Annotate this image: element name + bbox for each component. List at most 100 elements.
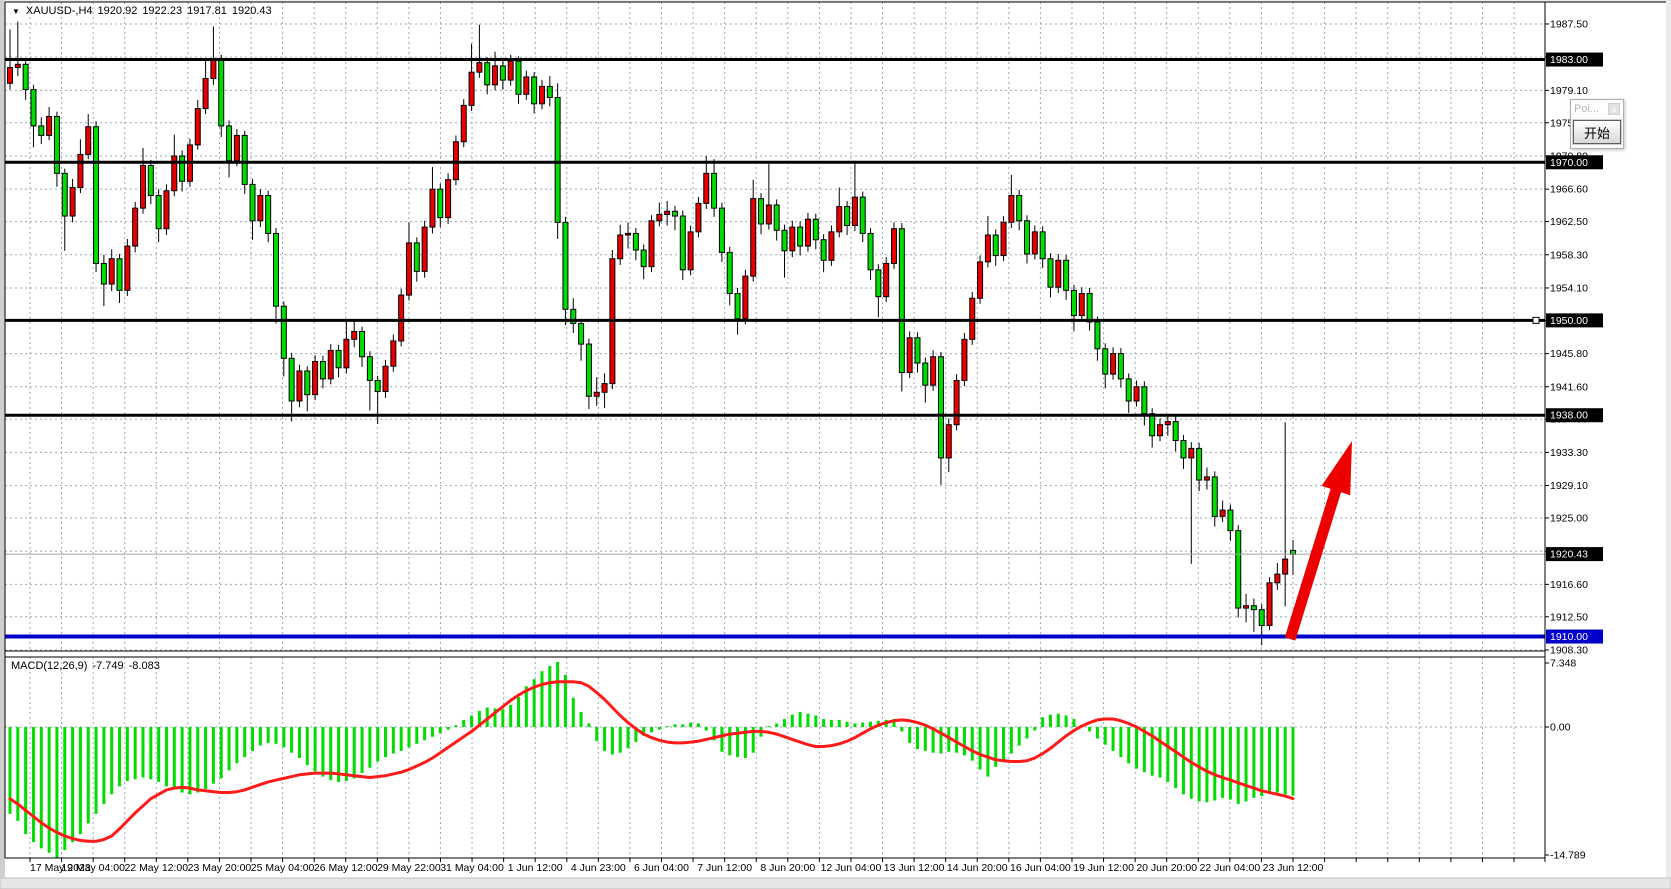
start-button[interactable]: 开始 — [1573, 120, 1621, 144]
macd-bar — [125, 727, 129, 782]
candle-body — [468, 71, 475, 106]
candle-body — [499, 65, 506, 81]
candle-body — [640, 249, 647, 268]
macd-bar — [939, 727, 943, 754]
price-tick-label: 1912.50 — [1550, 611, 1588, 623]
macd-bar — [563, 674, 567, 727]
macd-bar — [1056, 713, 1060, 727]
macd-bar — [258, 727, 262, 746]
macd-bar — [321, 727, 325, 777]
candle-body — [194, 108, 201, 146]
line-handle[interactable] — [1532, 316, 1540, 324]
macd-bar — [94, 727, 98, 814]
candle-body — [413, 242, 420, 272]
candle-body — [14, 63, 21, 68]
macd-bar — [579, 711, 583, 727]
indicator-name: MACD(12,26,9) — [11, 660, 88, 672]
candle-body — [484, 62, 491, 86]
price-badge-label: 1983.00 — [1550, 54, 1588, 66]
candle-body — [867, 232, 874, 271]
macd-bar — [861, 722, 865, 727]
candle-body — [711, 172, 718, 209]
candle-body — [1086, 293, 1093, 323]
candle-body — [734, 293, 741, 320]
macd-bar — [618, 727, 622, 753]
candle-body — [1243, 605, 1250, 609]
macd-bar — [1205, 727, 1209, 803]
trend-arrow[interactable] — [1284, 441, 1352, 641]
date-tick-label: 13 Jun 12:00 — [884, 862, 945, 874]
macd-bar — [1041, 717, 1045, 727]
macd-bar — [962, 727, 966, 756]
candle-body — [343, 338, 350, 369]
price-tick-label: 1933.30 — [1550, 447, 1588, 459]
candle-body — [226, 125, 233, 162]
close-icon[interactable]: x — [1608, 102, 1620, 115]
macd-bar — [8, 727, 12, 814]
macd-bar — [344, 727, 348, 782]
macd-bar — [470, 715, 474, 727]
macd-bar — [337, 727, 341, 782]
macd-bar — [853, 723, 857, 727]
candle-body — [859, 196, 866, 234]
macd-bar — [650, 727, 653, 733]
candle-body — [773, 204, 780, 231]
candle-body — [781, 229, 788, 252]
macd-bar — [31, 727, 35, 843]
candle-body — [836, 206, 843, 233]
candle-body — [1282, 558, 1289, 575]
chevron-down-icon[interactable]: ▼ — [12, 7, 20, 16]
chart-background — [5, 2, 1666, 878]
indicator-value: -7.749 — [92, 660, 124, 672]
price-tick-label: 1966.60 — [1550, 184, 1588, 196]
price-badge — [1546, 408, 1603, 423]
candle-body — [1070, 289, 1077, 317]
date-tick-label: 6 Jun 04:00 — [634, 862, 689, 874]
candle-body — [797, 226, 804, 247]
macd-bar — [227, 727, 231, 771]
macd-bar — [704, 727, 708, 731]
macd-bar — [642, 727, 646, 736]
macd-bar — [172, 727, 176, 790]
macd-bar — [782, 719, 786, 727]
candle-body — [85, 126, 92, 155]
macd-bar — [931, 727, 935, 753]
candle-body — [335, 349, 342, 369]
candle-body — [1250, 605, 1257, 611]
candle-body — [812, 218, 819, 241]
macd-bar — [1017, 727, 1021, 746]
candle-body — [108, 258, 115, 285]
candle-body — [953, 379, 960, 426]
ohlc-close: 1920.43 — [231, 5, 272, 17]
macd-bar — [751, 727, 755, 753]
macd-bar — [16, 727, 20, 821]
candle-body — [789, 226, 796, 252]
candle-body — [632, 232, 639, 251]
candle-body — [601, 383, 608, 393]
candle-body — [1149, 413, 1156, 437]
price-badge — [1546, 155, 1603, 170]
candle-body — [914, 337, 921, 364]
macd-bar — [1150, 727, 1154, 776]
candle-body — [405, 242, 412, 296]
macd-bar — [180, 727, 184, 793]
candle-body — [1063, 259, 1070, 291]
left-edge — [0, 0, 5, 878]
candle-body — [1235, 530, 1242, 609]
price-badge — [1546, 52, 1603, 67]
candle-body — [554, 96, 561, 223]
macd-bar — [1181, 727, 1185, 795]
candle-body — [687, 231, 694, 271]
price-tick-label: 1925.00 — [1550, 512, 1588, 524]
macd-bar — [266, 727, 270, 743]
macd-bar — [1072, 719, 1076, 727]
candle-body — [7, 66, 13, 84]
horizontal-lines[interactable] — [5, 58, 1545, 639]
macd-bar — [438, 727, 442, 734]
macd-bar — [446, 727, 450, 730]
macd-bar — [1268, 727, 1272, 792]
macd-bar — [1142, 727, 1146, 773]
candle-body — [366, 356, 373, 381]
